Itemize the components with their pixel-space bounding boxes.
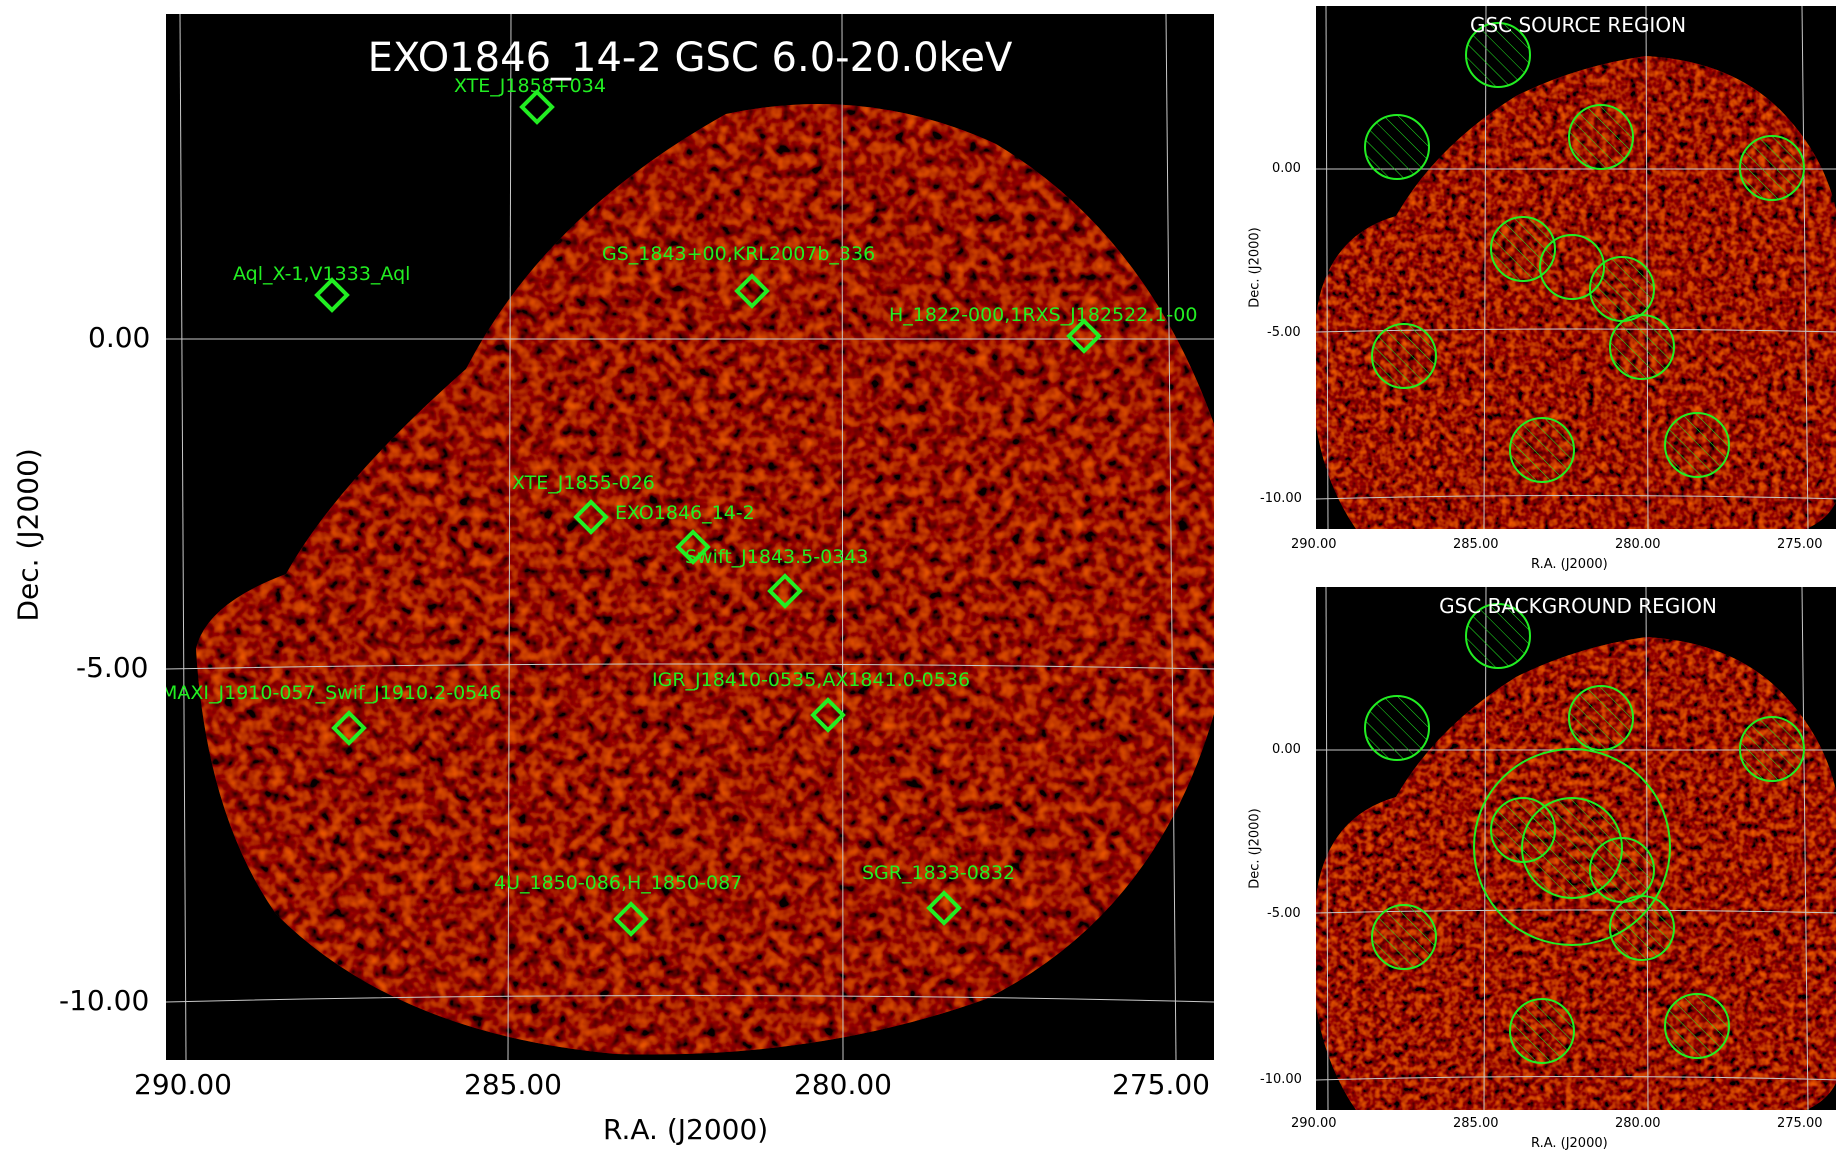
marker-4u-1850 — [613, 901, 649, 937]
exclusion-circle — [1739, 716, 1805, 782]
source-label: Aql_X-1,V1333_Aql — [233, 263, 410, 285]
x-axis-label: R.A. (J2000) — [1531, 557, 1608, 572]
source-label: Swift_J1843.5-0343 — [685, 546, 868, 568]
source-label: H_1822-000,1RXS_J182522.1-00 — [889, 304, 1197, 326]
x-tick: 285.00 — [464, 1068, 562, 1101]
source-label: SGR_1833-0832 — [862, 862, 1015, 884]
marker-igr-j18410 — [810, 697, 846, 733]
exclusion-circle — [1371, 323, 1437, 389]
marker-xte-j1855 — [573, 499, 609, 535]
background-annulus — [1473, 748, 1671, 946]
exclusion-circle — [1509, 417, 1575, 483]
exclusion-circle — [1589, 837, 1655, 903]
y-tick: -10.00 — [59, 984, 150, 1017]
source-label: EXO1846_14-2 — [615, 502, 755, 524]
main-sky-svg: XTE_J1858+034 Aql_X-1,V1333_Aql GS_1843+… — [166, 14, 1214, 1060]
exposure-map — [196, 104, 1214, 1055]
source-markers — [314, 89, 1102, 937]
source-region-svg: GSC SOURCE REGION — [1316, 6, 1836, 529]
x-tick: 280.00 — [1615, 537, 1661, 552]
background-panel-title: GSC BACKGROUND REGION — [1439, 594, 1717, 618]
x-tick: 290.00 — [134, 1068, 232, 1101]
exclusion-circle — [1609, 895, 1675, 961]
x-tick: 285.00 — [1453, 537, 1499, 552]
exclusion-circle — [1490, 216, 1556, 282]
exclusion-circles — [1364, 603, 1805, 1064]
source-region-circle — [1539, 234, 1605, 300]
y-axis-label: Dec. (J2000) — [1247, 227, 1263, 308]
x-axis-label: R.A. (J2000) — [603, 1113, 769, 1146]
x-tick: 285.00 — [1453, 1116, 1499, 1131]
y-tick: -5.00 — [1267, 906, 1301, 921]
background-region-panel: GSC BACKGROUND REGION — [1316, 587, 1836, 1110]
x-tick: 280.00 — [1615, 1116, 1661, 1131]
y-tick: 0.00 — [88, 321, 151, 354]
main-sky-image: XTE_J1858+034 Aql_X-1,V1333_Aql GS_1843+… — [166, 14, 1214, 1060]
y-tick: -10.00 — [1260, 491, 1302, 506]
background-region-svg: GSC BACKGROUND REGION — [1316, 587, 1836, 1110]
exclusion-circle — [1568, 104, 1634, 170]
y-tick: 0.00 — [1272, 742, 1301, 757]
marker-swift-j1843 — [767, 573, 803, 609]
main-title: EXO1846_14-2 GSC 6.0-20.0keV — [368, 35, 1013, 81]
source-label: IGR_J18410-0535,AX1841.0-0536 — [652, 669, 970, 691]
marker-sgr-1833 — [926, 890, 962, 926]
source-labels: XTE_J1858+034 Aql_X-1,V1333_Aql GS_1843+… — [166, 75, 1197, 894]
exclusion-circle — [1364, 695, 1430, 761]
exclusion-circle — [1371, 904, 1437, 970]
marker-aql-x1 — [314, 277, 350, 313]
x-tick: 275.00 — [1777, 1116, 1823, 1131]
x-tick: 290.00 — [1291, 537, 1337, 552]
exclusion-circle — [1664, 412, 1730, 478]
x-tick: 275.00 — [1777, 537, 1823, 552]
x-tick: 280.00 — [794, 1068, 892, 1101]
marker-gs-1843 — [734, 273, 770, 309]
source-label: MAXI_J1910-057_Swif_J1910.2-0546 — [166, 682, 501, 704]
marker-h-1822 — [1066, 318, 1102, 354]
source-label: XTE_J1858+034 — [454, 75, 606, 97]
source-label: XTE_J1855-026 — [512, 472, 655, 494]
y-tick: 0.00 — [1272, 161, 1301, 176]
exclusion-circles — [1364, 22, 1805, 483]
x-tick: 275.00 — [1112, 1068, 1210, 1101]
y-axis-label: Dec. (J2000) — [11, 448, 45, 622]
marker-xte-j1858 — [519, 89, 555, 125]
source-label: 4U_1850-086,H_1850-087 — [494, 872, 742, 894]
exclusion-circle — [1609, 314, 1675, 380]
x-axis-label: R.A. (J2000) — [1531, 1136, 1608, 1151]
exclusion-circle — [1465, 22, 1531, 88]
exclusion-circle — [1364, 114, 1430, 180]
source-label: GS_1843+00,KRL2007b_336 — [602, 243, 875, 265]
exclusion-circle — [1568, 685, 1634, 751]
exclusion-circle — [1664, 993, 1730, 1059]
exclusion-circle — [1739, 135, 1805, 201]
marker-exo1846 — [675, 529, 711, 565]
y-tick: -5.00 — [76, 651, 149, 684]
y-tick: -10.00 — [1260, 1072, 1302, 1087]
source-panel-title: GSC SOURCE REGION — [1470, 13, 1686, 37]
exclusion-circle — [1589, 256, 1655, 322]
source-region-panel: GSC SOURCE REGION — [1316, 6, 1836, 529]
x-tick: 290.00 — [1291, 1116, 1337, 1131]
exclusion-circle — [1465, 603, 1531, 669]
y-tick: -5.00 — [1267, 325, 1301, 340]
exclusion-circle — [1509, 998, 1575, 1064]
coordinate-grid — [166, 14, 1214, 1060]
y-axis-label: Dec. (J2000) — [1247, 808, 1263, 889]
marker-maxi-j1910 — [331, 710, 367, 746]
